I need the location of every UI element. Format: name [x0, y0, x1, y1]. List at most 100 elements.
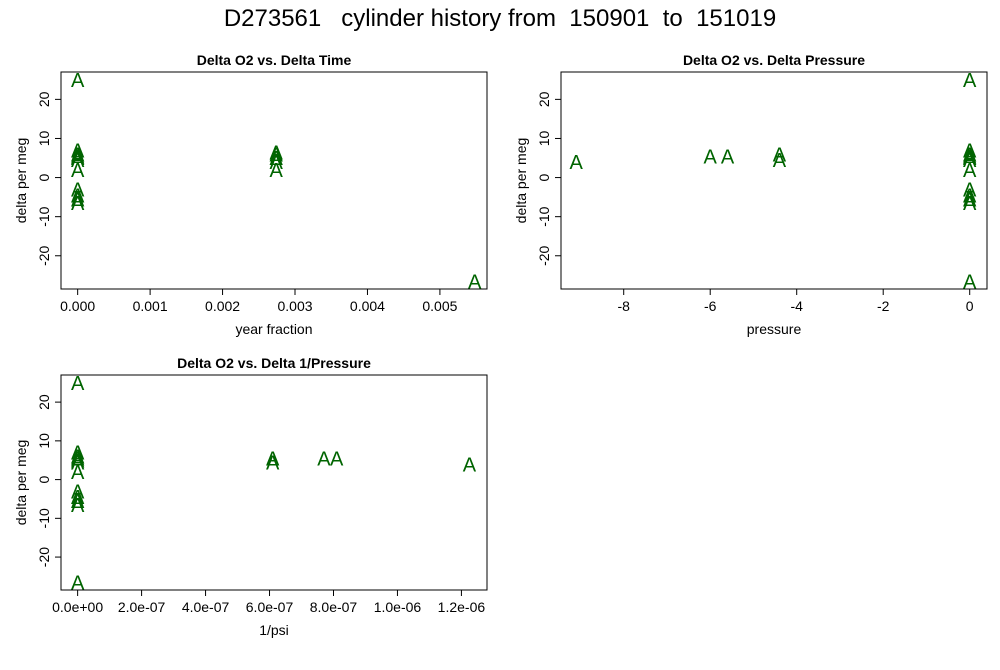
- data-point: A: [71, 148, 85, 170]
- data-point: A: [963, 160, 977, 182]
- data-point: A: [71, 150, 85, 172]
- data-point: A: [963, 271, 977, 293]
- data-point: A: [704, 146, 718, 168]
- y-axis-label: delta per meg: [513, 138, 529, 224]
- data-point: A: [270, 152, 284, 174]
- data-point: A: [71, 189, 85, 211]
- panel-1: Delta O2 vs. Delta Time 0.000 0.001 0.002 0.…: [13, 52, 488, 337]
- data-point: A: [71, 481, 85, 503]
- data-point: A: [317, 448, 331, 470]
- data-point: A: [71, 373, 85, 395]
- data-point: A: [963, 70, 977, 92]
- y-tick-label: 0: [36, 173, 52, 181]
- y-tick-label: -20: [36, 245, 52, 265]
- y-axis-label: delta per meg: [13, 138, 29, 224]
- data-point: A: [963, 193, 977, 215]
- panel-title: Delta O2 vs. Delta Pressure: [683, 52, 865, 68]
- x-tick-label: 0.003: [277, 298, 312, 314]
- panel-title: Delta O2 vs. Delta 1/Pressure: [177, 355, 371, 371]
- data-point: A: [71, 193, 85, 215]
- data-point: A: [963, 179, 977, 201]
- x-tick-label: 0.0e+00: [52, 599, 103, 615]
- data-point: A: [266, 448, 280, 470]
- data-point: A: [270, 148, 284, 170]
- data-point: A: [270, 144, 284, 166]
- y-tick-label: -20: [536, 245, 552, 265]
- y-tick-label: -10: [536, 206, 552, 226]
- data-point: A: [71, 144, 85, 166]
- data-point: A: [71, 160, 85, 182]
- data-point: A: [569, 152, 583, 174]
- x-tick-label: 0.005: [422, 298, 457, 314]
- y-tick-label: 0: [536, 173, 552, 181]
- x-tick-label: 0.001: [133, 298, 168, 314]
- data-point: A: [71, 70, 85, 92]
- x-tick-label: 1.0e-06: [374, 599, 422, 615]
- y-tick-label: -10: [36, 206, 52, 226]
- data-point: A: [963, 140, 977, 162]
- data-point: A: [71, 572, 85, 594]
- x-tick-label: 8.0e-07: [310, 599, 358, 615]
- data-point: A: [963, 146, 977, 168]
- y-tick-label: 10: [536, 130, 552, 146]
- data-point: A: [330, 448, 344, 470]
- data-point: A: [963, 150, 977, 172]
- data-point: A: [266, 452, 280, 474]
- data-point: A: [270, 142, 284, 164]
- x-axis-label: year fraction: [235, 321, 312, 337]
- x-axis-label: 1/psi: [259, 622, 289, 638]
- panel-title: Delta O2 vs. Delta Time: [197, 52, 352, 68]
- data-point: A: [71, 487, 85, 509]
- data-point: A: [71, 140, 85, 162]
- y-tick-label: -10: [36, 508, 52, 528]
- panel-3: Delta O2 vs. Delta 1/Pressure 0.0e+00 2.0e…: [13, 355, 488, 638]
- y-tick-label: -20: [36, 547, 52, 567]
- data-point: A: [963, 189, 977, 211]
- x-tick-label: 2.0e-07: [118, 599, 166, 615]
- x-tick-label: 0: [966, 298, 974, 314]
- data-point: A: [773, 144, 787, 166]
- figure-title: D273561 cylinder history from 150901 to …: [223, 5, 777, 32]
- x-tick-label: 0.002: [205, 298, 240, 314]
- data-point: A: [71, 179, 85, 201]
- x-axis-label: pressure: [747, 321, 802, 337]
- x-tick-label: 1.2e-06: [438, 599, 486, 615]
- data-point: A: [71, 491, 85, 513]
- data-point: A: [963, 144, 977, 166]
- data-point: A: [963, 185, 977, 207]
- x-tick-label: 0.004: [350, 298, 385, 314]
- x-tick-label: 0.000: [60, 298, 95, 314]
- plot-frame: [60, 374, 488, 591]
- y-tick-label: 20: [36, 394, 52, 410]
- data-point: A: [270, 160, 284, 182]
- data-point: A: [71, 146, 85, 168]
- x-tick-label: 4.0e-07: [182, 599, 230, 615]
- data-point: A: [71, 495, 85, 517]
- data-point: A: [71, 443, 85, 465]
- data-point: A: [468, 271, 482, 293]
- data-point: A: [773, 150, 787, 172]
- y-tick-label: 10: [36, 433, 52, 449]
- data-point: A: [71, 185, 85, 207]
- plot-frame: [560, 71, 988, 290]
- data-point: A: [71, 447, 85, 469]
- x-tick-label: -6: [704, 298, 717, 314]
- panel-2: Delta O2 vs. Delta Pressure-8 -6 -4 -2 0pres…: [513, 52, 988, 337]
- y-axis-label: delta per meg: [13, 440, 29, 526]
- y-tick-label: 10: [36, 130, 52, 146]
- y-tick-label: 20: [536, 91, 552, 107]
- data-point: A: [721, 146, 735, 168]
- data-point: A: [71, 450, 85, 472]
- data-point: A: [71, 448, 85, 470]
- x-tick-label: -8: [617, 298, 630, 314]
- data-point: A: [71, 462, 85, 484]
- data-point: A: [71, 452, 85, 474]
- y-tick-label: 20: [36, 91, 52, 107]
- x-tick-label: 6.0e-07: [246, 599, 294, 615]
- data-point: A: [463, 454, 477, 476]
- x-tick-label: -4: [790, 298, 803, 314]
- x-tick-label: -2: [877, 298, 890, 314]
- y-tick-label: 0: [36, 475, 52, 483]
